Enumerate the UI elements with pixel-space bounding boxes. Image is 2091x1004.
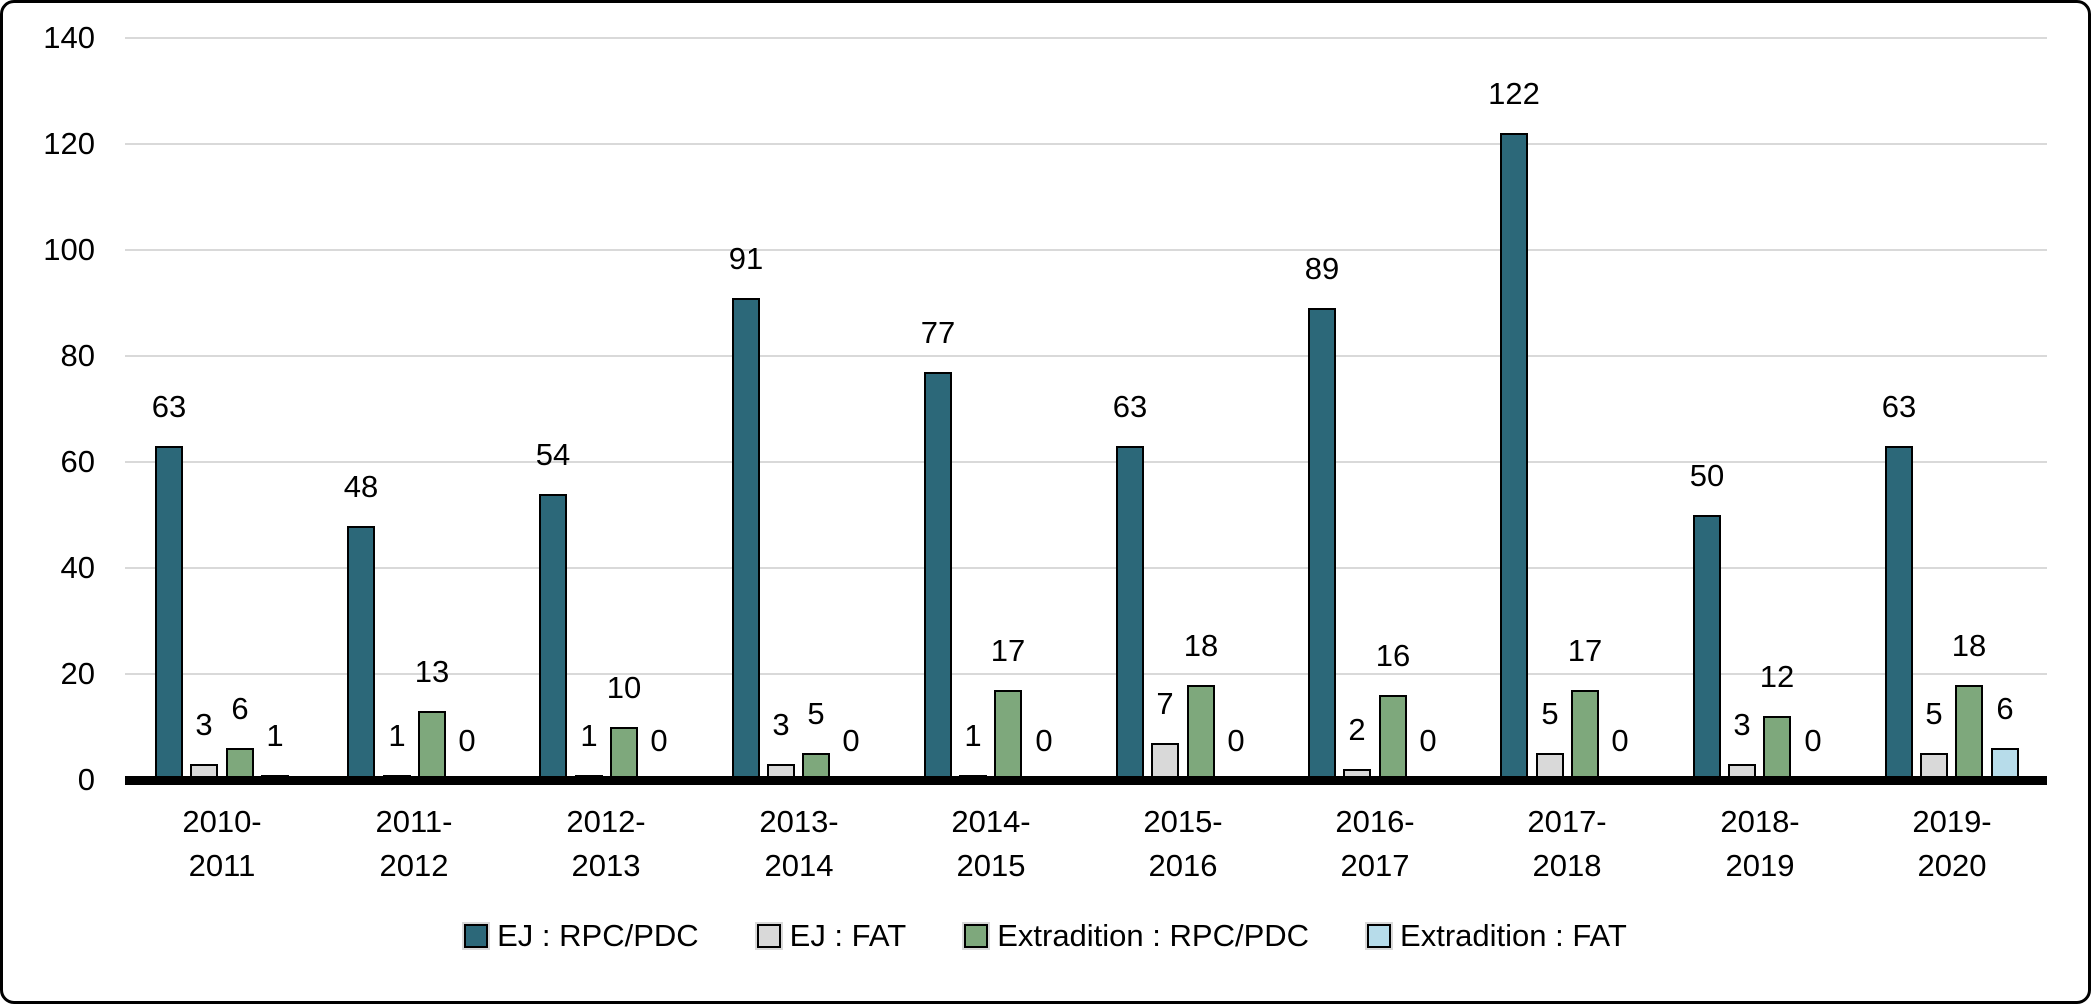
- gridline: [125, 249, 2047, 251]
- bar-value-label: 7: [1156, 686, 1174, 721]
- y-axis-tick-label: 40: [60, 550, 95, 585]
- bar-value-label: 6: [231, 691, 249, 726]
- legend-label: EJ : FAT: [789, 918, 907, 953]
- bar-value-label: 18: [1183, 628, 1219, 663]
- bar-value-label: 5: [1925, 696, 1943, 731]
- bar-value-label: 1: [580, 718, 598, 753]
- bar-value-label: 77: [920, 315, 956, 350]
- bar-value-label: 122: [1488, 76, 1540, 111]
- x-axis-tick-label: 2019- 2020: [1912, 804, 1992, 883]
- x-axis-tick-label: 2018- 2019: [1720, 804, 1800, 883]
- bar-value-label: 13: [414, 654, 450, 689]
- bar-ej-fat-2015-2016: [1151, 743, 1179, 780]
- legend-item: EJ : RPC/PDC: [462, 918, 699, 953]
- bar-value-label: 10: [606, 670, 642, 705]
- bar-value-label: 0: [458, 723, 476, 758]
- legend-swatch-icon: [1365, 922, 1394, 950]
- bar-extradition-rpc-pdc-2014-2015: [994, 690, 1022, 780]
- legend-swatch-icon: [462, 922, 491, 950]
- bar-value-label: 5: [807, 696, 825, 731]
- bar-value-label: 17: [990, 633, 1026, 668]
- bar-value-label: 63: [1112, 389, 1148, 424]
- bar-value-label: 0: [842, 723, 860, 758]
- bar-ej-rpc-pdc-2014-2015: [924, 372, 952, 780]
- bar-ej-rpc-pdc-2011-2012: [347, 526, 375, 780]
- y-axis-tick-label: 100: [43, 232, 95, 267]
- x-axis-tick-label: 2013- 2014: [759, 804, 839, 883]
- bar-ej-rpc-pdc-2015-2016: [1116, 446, 1144, 780]
- bar-value-label: 16: [1375, 638, 1411, 673]
- bar-value-label: 63: [1881, 389, 1917, 424]
- gridline: [125, 461, 2047, 463]
- x-axis-tick-label: 2015- 2016: [1143, 804, 1223, 883]
- bar-value-label: 3: [195, 707, 213, 742]
- bar-value-label: 1: [388, 718, 406, 753]
- bar-value-label: 2: [1348, 712, 1366, 747]
- bar-value-label: 63: [151, 389, 187, 424]
- x-axis-tick-label: 2012- 2013: [566, 804, 646, 883]
- y-axis-tick-label: 140: [43, 20, 95, 55]
- gridline: [125, 37, 2047, 39]
- bar-extradition-rpc-pdc-2012-2013: [610, 727, 638, 780]
- bar-value-label: 1: [266, 718, 284, 753]
- y-axis-tick-label: 60: [60, 444, 95, 479]
- bar-ej-rpc-pdc-2017-2018: [1500, 133, 1528, 780]
- bar-value-label: 0: [650, 723, 668, 758]
- bar-value-label: 0: [1804, 723, 1822, 758]
- bar-value-label: 0: [1035, 723, 1053, 758]
- gridline: [125, 355, 2047, 357]
- y-axis-tick-label: 80: [60, 338, 95, 373]
- legend-item: Extradition : FAT: [1365, 918, 1627, 953]
- legend-swatch-icon: [754, 922, 783, 950]
- x-axis-tick-label: 2010- 2011: [182, 804, 262, 883]
- gridline: [125, 143, 2047, 145]
- bar-ej-rpc-pdc-2012-2013: [539, 494, 567, 780]
- legend-item: Extradition : RPC/PDC: [962, 918, 1310, 953]
- bar-extradition-fat-2019-2020: [1991, 748, 2019, 780]
- bar-value-label: 17: [1567, 633, 1603, 668]
- x-axis-tick-label: 2014- 2015: [951, 804, 1031, 883]
- bar-value-label: 0: [1419, 723, 1437, 758]
- legend-swatch-icon: [962, 922, 991, 950]
- y-axis-tick-label: 0: [77, 762, 95, 797]
- x-axis-tick-label: 2017- 2018: [1527, 804, 1607, 883]
- bar-value-label: 12: [1759, 659, 1795, 694]
- legend-label: Extradition : FAT: [1400, 918, 1627, 953]
- legend-item: EJ : FAT: [754, 918, 907, 953]
- bar-ej-rpc-pdc-2019-2020: [1885, 446, 1913, 780]
- bar-value-label: 5: [1541, 696, 1559, 731]
- bar-value-label: 3: [1733, 707, 1751, 742]
- x-axis-line: [125, 776, 2047, 785]
- bar-value-label: 91: [728, 241, 764, 276]
- bar-value-label: 0: [1227, 723, 1245, 758]
- legend-label: Extradition : RPC/PDC: [997, 918, 1310, 953]
- x-axis-tick-label: 2016- 2017: [1335, 804, 1415, 883]
- bar-extradition-rpc-pdc-2019-2020: [1955, 685, 1983, 780]
- legend-label: EJ : RPC/PDC: [497, 918, 699, 953]
- bar-extradition-rpc-pdc-2016-2017: [1379, 695, 1407, 780]
- bar-value-label: 54: [535, 437, 571, 472]
- y-axis-tick-label: 20: [60, 656, 95, 691]
- bar-ej-rpc-pdc-2013-2014: [732, 298, 760, 780]
- gridline: [125, 673, 2047, 675]
- bar-value-label: 50: [1689, 458, 1725, 493]
- bar-value-label: 89: [1304, 251, 1340, 286]
- bar-value-label: 1: [964, 718, 982, 753]
- legend: EJ : RPC/PDC EJ : FAT Extradition : RPC/PD…: [3, 919, 2088, 953]
- bar-value-label: 18: [1951, 628, 1987, 663]
- gridline: [125, 567, 2047, 569]
- bar-value-label: 6: [1996, 691, 2014, 726]
- bar-value-label: 0: [1611, 723, 1629, 758]
- bar-ej-rpc-pdc-2016-2017: [1308, 308, 1336, 780]
- bar-value-label: 48: [343, 469, 379, 504]
- bar-extradition-rpc-pdc-2011-2012: [418, 711, 446, 780]
- x-axis-tick-label: 2011- 2012: [375, 804, 453, 883]
- y-axis-tick-label: 120: [43, 126, 95, 161]
- bar-ej-rpc-pdc-2018-2019: [1693, 515, 1721, 780]
- bar-value-label: 3: [772, 707, 790, 742]
